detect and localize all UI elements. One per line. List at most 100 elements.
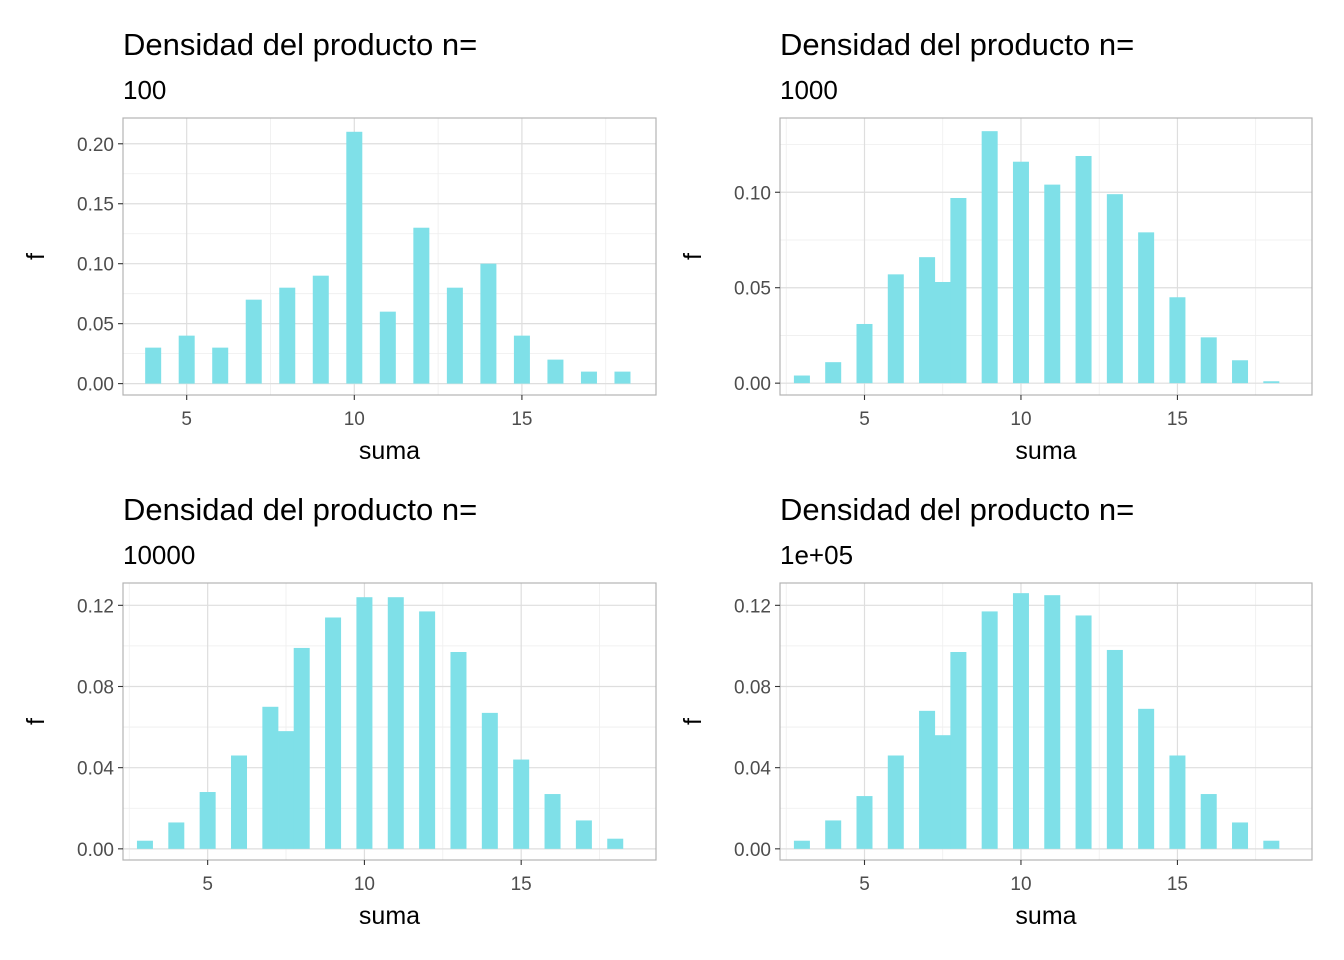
bar (1075, 615, 1092, 849)
bar (278, 731, 295, 849)
y-axis-label: f (22, 718, 50, 725)
bar (212, 347, 229, 384)
y-axis-label: f (22, 253, 50, 260)
chart-subtitle: 10000 (123, 540, 195, 570)
chart-subtitle: 100 (123, 75, 166, 105)
bar (356, 597, 373, 849)
bar (981, 611, 998, 849)
chart-title: Densidad del producto n= (123, 27, 477, 62)
bar (346, 131, 363, 384)
bar (481, 712, 498, 849)
bar (178, 335, 195, 384)
y-tick-label: 0.15 (77, 195, 114, 216)
bar (199, 792, 216, 849)
bar (580, 371, 597, 384)
bar (544, 794, 561, 849)
bar (934, 735, 951, 849)
y-tick-label: 0.12 (734, 596, 771, 617)
plot-border (779, 582, 1313, 861)
chart-panel-n-1000: Densidad del producto n= 1000 5 10 15 0.00 0… (679, 27, 1313, 465)
bar (446, 287, 463, 384)
bar (1106, 649, 1123, 849)
y-tick-label: 0.05 (77, 315, 114, 336)
bar (168, 822, 185, 849)
y-tick-label: 0.08 (734, 677, 771, 698)
plot-border (122, 582, 657, 861)
chart-panel-n-100: Densidad del producto n= 100 5 10 15 0.00 0.… (22, 27, 657, 465)
x-tick-label: 10 (1010, 874, 1031, 895)
bar (1012, 593, 1029, 849)
bar (279, 287, 296, 384)
bar (1232, 360, 1249, 384)
x-tick-label: 15 (1167, 409, 1188, 430)
bar (887, 274, 904, 384)
chart-panel-n-10000: Densidad del producto n= 10000 5 10 15 0.00… (22, 492, 657, 930)
y-tick-label: 0.00 (77, 840, 114, 861)
x-axis-label: suma (1015, 437, 1076, 465)
bar (413, 227, 430, 384)
bar (1106, 194, 1123, 384)
bar (480, 263, 497, 384)
y-tick-label: 0.12 (77, 596, 114, 617)
chart-title: Densidad del producto n= (780, 27, 1134, 62)
bar (981, 131, 998, 384)
bar (513, 759, 530, 849)
y-tick-label: 0.00 (77, 375, 114, 396)
y-axis-label: f (679, 718, 707, 725)
bar (934, 281, 951, 384)
y-tick-label: 0.05 (734, 279, 771, 300)
x-tick-label: 15 (511, 874, 532, 895)
chart-subtitle: 1e+05 (780, 540, 853, 570)
bar (450, 651, 467, 849)
bar (245, 299, 262, 384)
chart-title: Densidad del producto n= (123, 492, 477, 527)
bar (513, 335, 530, 384)
bar (1169, 297, 1186, 384)
bar (919, 710, 936, 849)
x-axis-label: suma (359, 902, 420, 930)
bar (614, 371, 631, 384)
y-tick-label: 0.10 (77, 255, 114, 276)
y-tick-label: 0.00 (734, 840, 771, 861)
x-tick-label: 5 (181, 409, 192, 430)
bar (793, 840, 810, 849)
bar (1169, 755, 1186, 849)
bar (1232, 822, 1249, 849)
x-tick-label: 10 (344, 409, 365, 430)
y-tick-label: 0.10 (734, 183, 771, 204)
x-tick-label: 5 (859, 409, 870, 430)
bar (325, 617, 342, 849)
bar (1012, 161, 1029, 384)
bar (379, 311, 396, 384)
bar (1263, 381, 1280, 384)
bar (231, 755, 248, 849)
x-axis-label: suma (359, 437, 420, 465)
bar (1138, 232, 1155, 384)
bar (1200, 337, 1217, 384)
bar (575, 820, 592, 849)
bar (312, 275, 329, 384)
chart-subtitle: 1000 (780, 75, 838, 105)
bar (1263, 840, 1280, 849)
bar (1200, 794, 1217, 849)
bar (856, 323, 873, 384)
bar (950, 197, 967, 384)
bar (950, 651, 967, 849)
bar (825, 362, 842, 384)
x-tick-label: 5 (202, 874, 213, 895)
bar (607, 838, 624, 849)
bar (293, 647, 310, 849)
bar (419, 611, 436, 849)
bar (1044, 184, 1061, 384)
x-axis-label: suma (1015, 902, 1076, 930)
chart-title: Densidad del producto n= (780, 492, 1134, 527)
x-tick-label: 5 (859, 874, 870, 895)
y-tick-label: 0.08 (77, 677, 114, 698)
bar (136, 840, 153, 849)
x-tick-label: 15 (1167, 874, 1188, 895)
bar (1075, 155, 1092, 384)
chart-panel-n-1e05: Densidad del producto n= 1e+05 5 10 15 0.00… (679, 492, 1313, 930)
plot-border (122, 117, 657, 396)
x-tick-label: 10 (1010, 409, 1031, 430)
